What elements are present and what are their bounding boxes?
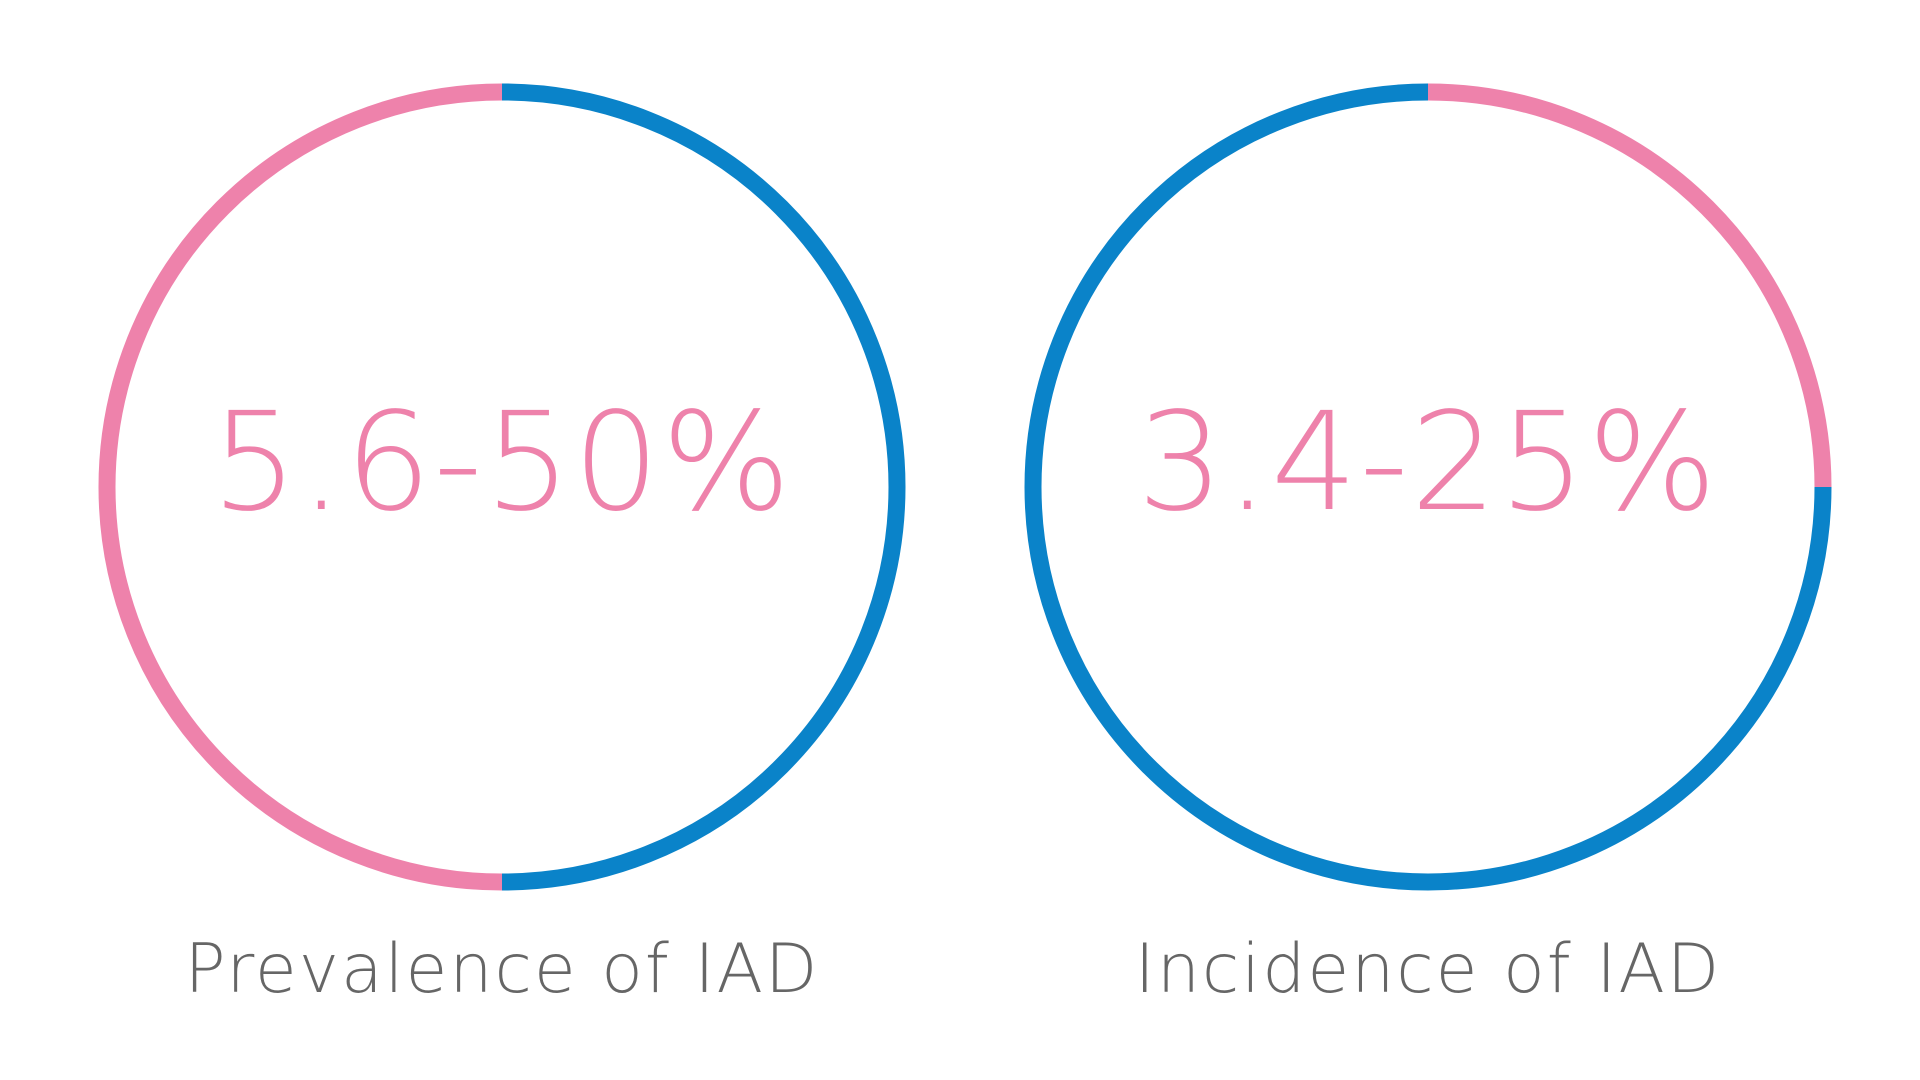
ring-incidence-slice-pink (1427, 83, 1832, 488)
prevalence-ring (98, 83, 906, 891)
ring-incidence-slice-blue (1024, 83, 1832, 891)
prevalence-chart: 5.6-50% Prevalence of IAD (92, 0, 912, 1080)
incidence-chart: 3.4-25% Incidence of IAD (1018, 0, 1838, 1080)
incidence-label: Incidence of IAD (1134, 930, 1722, 1009)
incidence-value: 3.4-25% (1137, 384, 1719, 542)
ring-prevalence-slice-pink (98, 83, 503, 891)
ring-prevalence-slice-blue (501, 83, 906, 891)
incidence-ring (1024, 83, 1832, 891)
prevalence-value: 5.6-50% (211, 384, 793, 542)
prevalence-label: Prevalence of IAD (184, 930, 820, 1009)
